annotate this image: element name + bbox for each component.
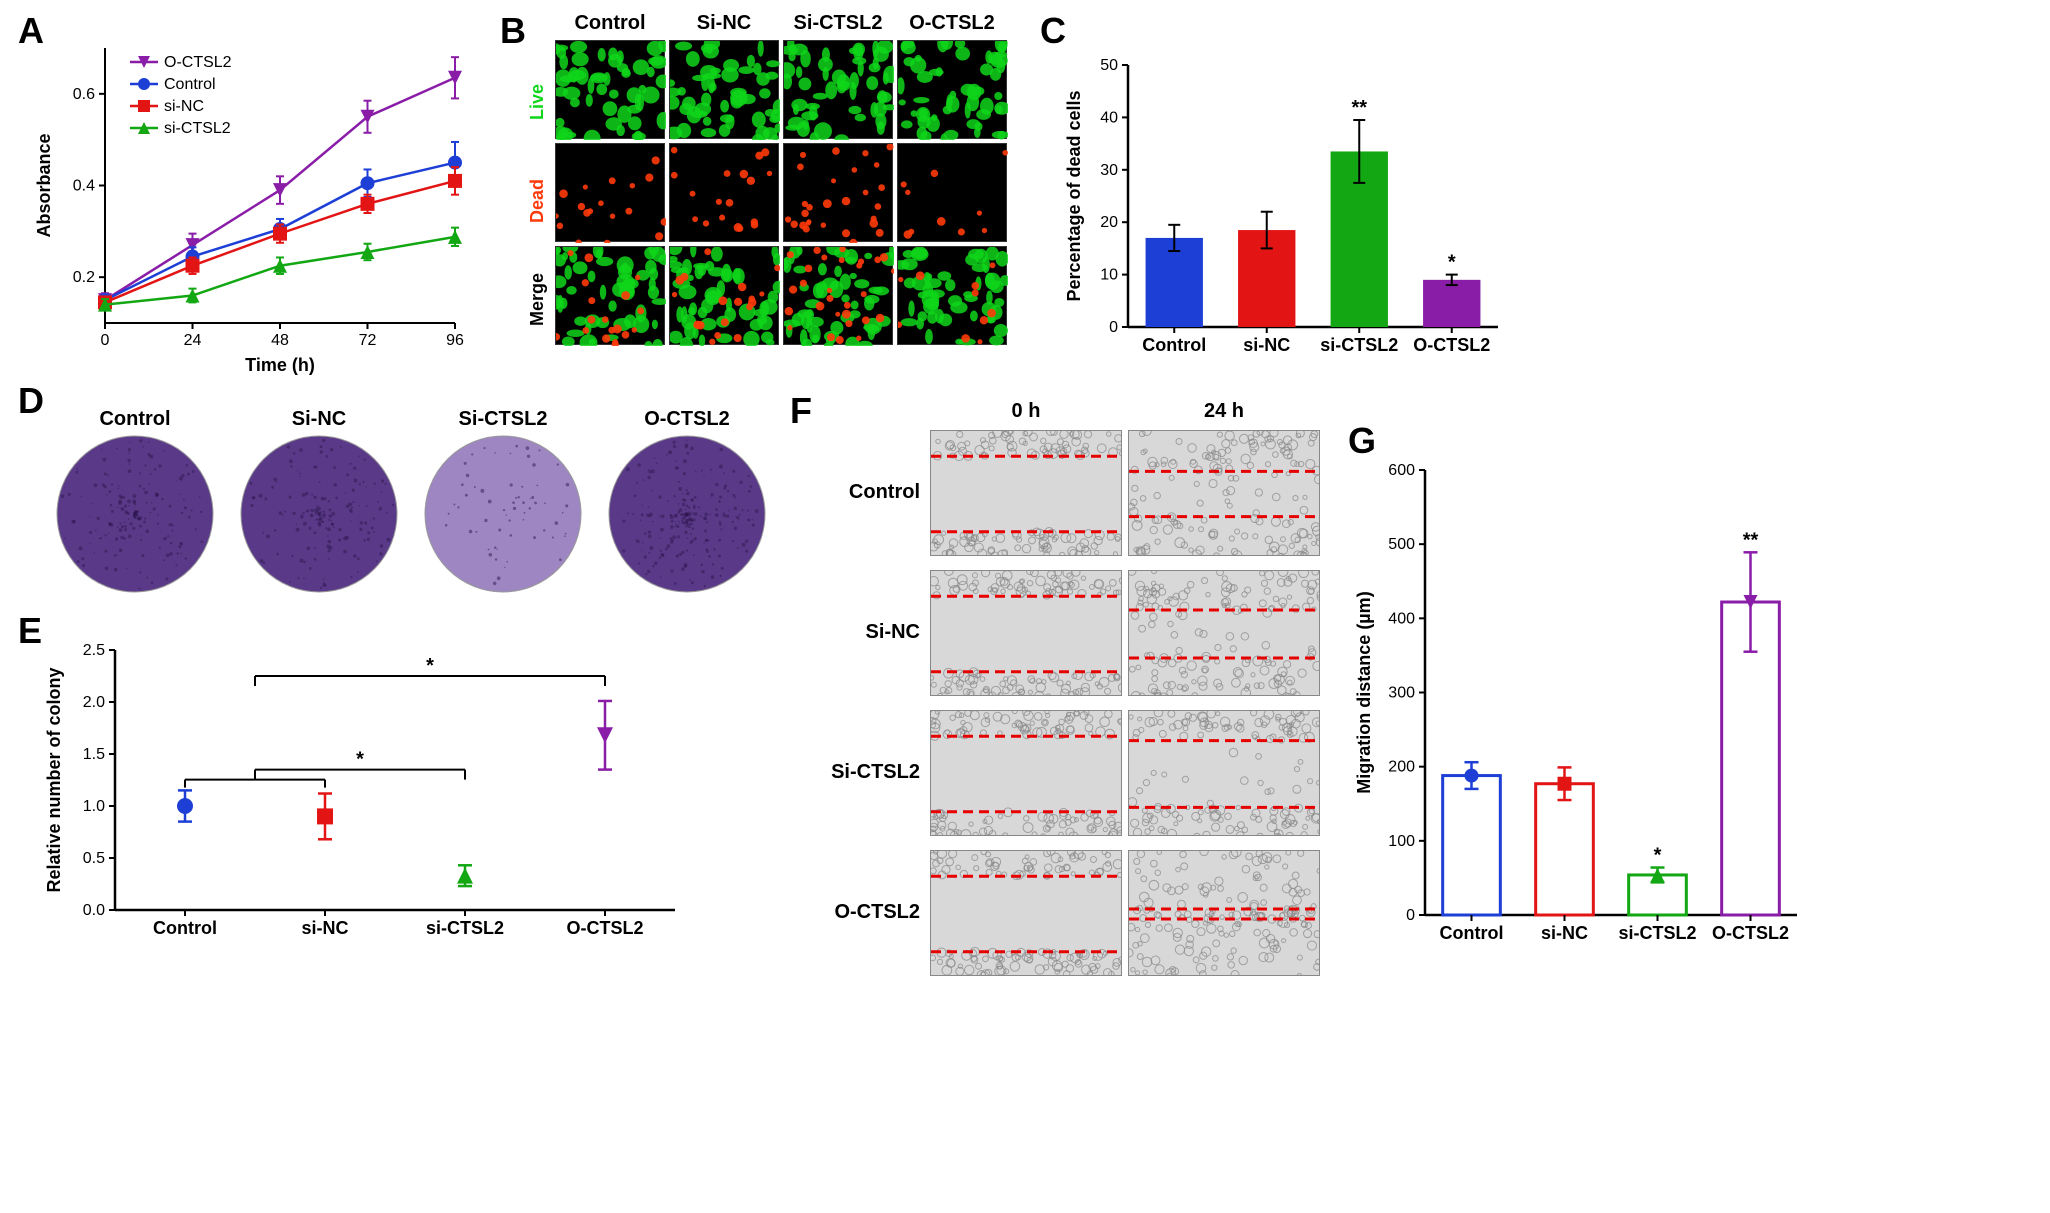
svg-text:si-NC: si-NC <box>1541 923 1588 943</box>
svg-text:300: 300 <box>1388 685 1415 702</box>
svg-text:600: 600 <box>1388 462 1415 479</box>
svg-text:Control: Control <box>1440 923 1504 943</box>
svg-text:si-CTSL2: si-CTSL2 <box>1618 923 1696 943</box>
svg-text:500: 500 <box>1388 536 1415 553</box>
svg-text:100: 100 <box>1388 833 1415 850</box>
svg-text:400: 400 <box>1388 610 1415 627</box>
svg-text:Migration distance (µm): Migration distance (µm) <box>1354 591 1374 793</box>
svg-text:200: 200 <box>1388 759 1415 776</box>
svg-text:O-CTSL2: O-CTSL2 <box>1712 923 1789 943</box>
panel-g-bar-chart: 0 100 200 300 400 500 600 Migration distance (µ… <box>0 0 1840 1000</box>
svg-text:*: * <box>1654 845 1662 867</box>
svg-text:0: 0 <box>1406 907 1415 924</box>
svg-text:**: ** <box>1743 529 1759 551</box>
